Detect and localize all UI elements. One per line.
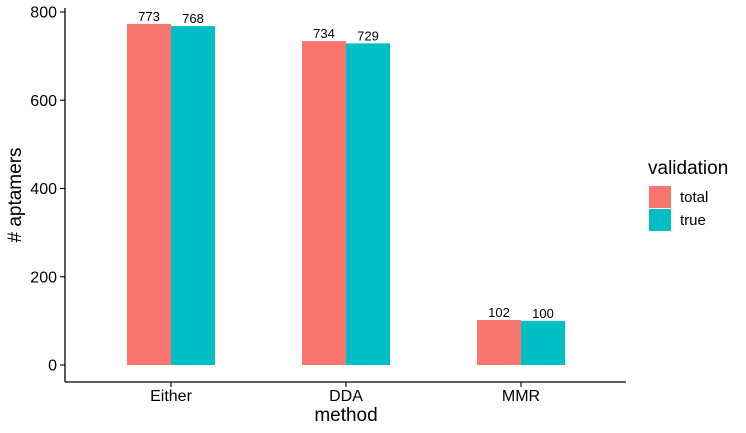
bar-value-label: 734: [313, 26, 335, 41]
legend-swatch-true: [649, 209, 671, 231]
y-tick-label: 0: [48, 358, 57, 375]
y-tick-label: 200: [30, 269, 57, 286]
legend-title: validation: [648, 158, 728, 179]
bar-value-label: 102: [488, 305, 510, 320]
legend-label-true: true: [680, 212, 706, 229]
x-axis-ticks: Either DDA MMR: [150, 382, 540, 405]
bar-either-true: [171, 26, 215, 366]
y-axis-ticks: 0 200 400 600 800: [30, 5, 65, 375]
bar-labels-group: 773 768 734 729 102 100: [138, 9, 554, 321]
y-tick-label: 400: [30, 181, 57, 198]
bars-group: [127, 23, 565, 366]
legend-label-total: total: [680, 189, 708, 206]
x-tick-label: MMR: [502, 388, 540, 405]
x-tick-label: Either: [150, 388, 192, 405]
y-tick-label: 600: [30, 93, 57, 110]
x-tick-label: DDA: [329, 388, 363, 405]
bar-mmr-true: [521, 320, 565, 365]
bar-value-label: 768: [182, 11, 204, 26]
bar-value-label: 100: [532, 306, 554, 321]
y-tick-label: 800: [30, 5, 57, 22]
bar-either-total: [127, 23, 171, 365]
bar-dda-true: [346, 43, 390, 366]
y-axis-title: # aptamers: [5, 147, 26, 242]
bar-value-label: 729: [357, 28, 379, 43]
x-axis-title: method: [314, 405, 377, 426]
legend: validation total true: [648, 158, 728, 231]
bar-mmr-total: [477, 319, 521, 365]
legend-swatch-total: [649, 186, 671, 208]
bar-dda-total: [302, 41, 346, 366]
bar-value-label: 773: [138, 9, 160, 24]
